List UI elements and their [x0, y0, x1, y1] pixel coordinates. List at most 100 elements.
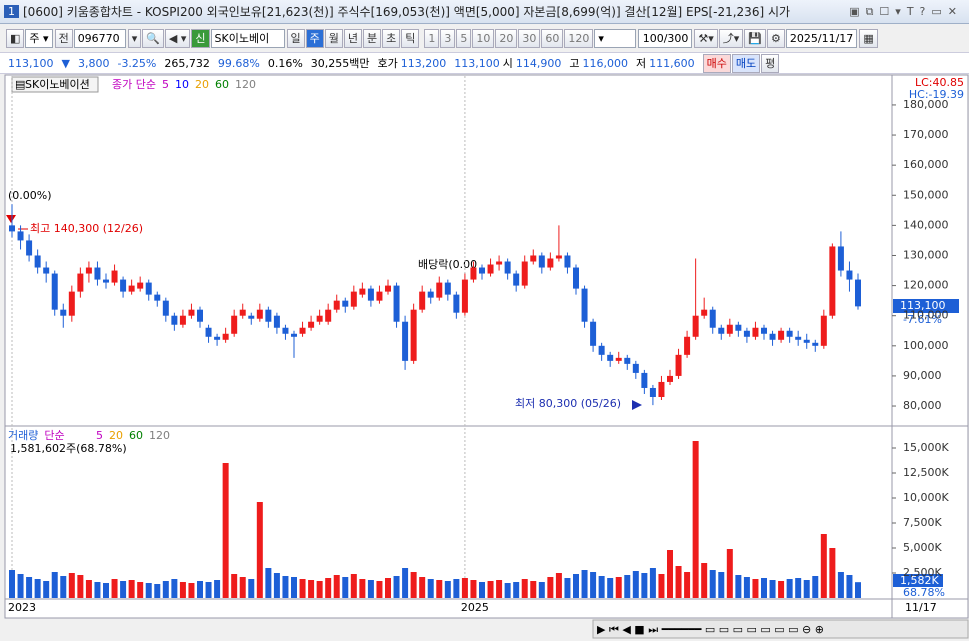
- volume-bar: [154, 584, 161, 598]
- ma-label: 종가 단순: [112, 78, 156, 91]
- interval-button[interactable]: 1: [424, 28, 440, 48]
- volume-bar: [410, 572, 417, 598]
- sound-button[interactable]: ◀ ▾: [164, 28, 191, 48]
- prev-button[interactable]: 전: [54, 28, 73, 48]
- volume-bar: [530, 581, 537, 598]
- volume-bar: [607, 578, 614, 598]
- period-button[interactable]: 틱: [401, 28, 420, 48]
- scroll-controls[interactable]: ▶ ⏮ ◀ ■ ⏭ ━━━━━━ ▭ ▭ ▭ ▭ ▭ ▭ ▭ ⊖ ⊕: [597, 623, 824, 636]
- period-button[interactable]: 일: [286, 28, 305, 48]
- scroll-bar[interactable]: [592, 619, 969, 639]
- period-button[interactable]: 주: [305, 28, 324, 48]
- volume-bar: [333, 575, 340, 598]
- volume-bar: [171, 579, 178, 598]
- interval-button[interactable]: 10: [472, 28, 495, 48]
- volume-bar: [504, 583, 511, 598]
- period-button[interactable]: 분: [363, 28, 382, 48]
- calendar-button[interactable]: ▦: [859, 28, 878, 48]
- bar-count[interactable]: 100/300: [638, 28, 693, 48]
- low: 111,600: [649, 56, 695, 70]
- ma-period: 5: [162, 78, 169, 91]
- period-button[interactable]: 년: [343, 28, 363, 48]
- candle-body: [846, 270, 853, 280]
- tool-button[interactable]: ⚒▾: [694, 28, 718, 48]
- candle-body: [632, 363, 639, 373]
- interval-buttons: 1 3 5 10 20 30 60 120: [424, 28, 594, 48]
- volume-bar: [778, 581, 785, 598]
- bid: 113,100: [454, 56, 500, 70]
- candle-body: [607, 354, 614, 361]
- volume-bar: [837, 572, 844, 598]
- volume: 265,732: [164, 56, 210, 70]
- candle-body: [239, 309, 246, 316]
- candle-body: [573, 267, 579, 289]
- candle-body: [624, 357, 631, 364]
- y-tick-label: 150,000: [903, 188, 949, 201]
- candle-body: [231, 315, 238, 334]
- window-controls[interactable]: ▣⧉☐▾T?▭✕: [849, 4, 963, 18]
- volume-rate: 99.68%: [217, 56, 260, 70]
- y-tick-label: 7,500K: [903, 516, 942, 529]
- interval-button[interactable]: 5: [456, 28, 472, 48]
- y-tick-label: 5,000K: [903, 541, 942, 554]
- candle-body: [479, 267, 485, 274]
- period-button[interactable]: 초: [382, 28, 401, 48]
- sell-button[interactable]: 매도: [731, 53, 761, 73]
- code-input[interactable]: 096770: [73, 28, 126, 48]
- interval-select[interactable]: ▾: [594, 28, 637, 48]
- volume-bar: [461, 578, 468, 598]
- draw-button[interactable]: ⤴▾: [718, 28, 744, 48]
- y-tick-label: 12,500K: [903, 466, 949, 479]
- volume-ma-label: 단순: [44, 429, 64, 442]
- volume-bar: [675, 566, 682, 598]
- candle-body: [701, 309, 708, 316]
- candle-body: [325, 309, 332, 322]
- volume-bar: [197, 581, 203, 598]
- y-tick-label: 2,500K: [903, 566, 942, 579]
- date-input[interactable]: 2025/11/17: [785, 28, 858, 48]
- volume-bar: [667, 550, 673, 598]
- high-note: 최고 140,300 (12/26): [30, 222, 143, 235]
- candle-body: [291, 333, 297, 337]
- volume-bar: [85, 580, 92, 598]
- candle-body: [752, 327, 759, 337]
- ask-label: 호가: [377, 57, 398, 70]
- settings-button[interactable]: ⚙: [767, 28, 785, 48]
- interval-button[interactable]: 60: [541, 28, 564, 48]
- volume-bar: [684, 572, 691, 598]
- save-button[interactable]: 💾: [744, 28, 767, 48]
- candle-body: [402, 321, 409, 361]
- volume-bar: [496, 580, 503, 598]
- volume-bar: [786, 579, 793, 598]
- search-button[interactable]: 🔍: [142, 28, 164, 48]
- interval-button[interactable]: 120: [564, 28, 594, 48]
- buy-button[interactable]: 매수: [702, 53, 731, 73]
- candle-body: [179, 315, 186, 325]
- eval-button[interactable]: 평: [761, 53, 780, 73]
- code-dropdown[interactable]: ▾: [127, 28, 142, 48]
- period-button[interactable]: 월: [324, 28, 343, 48]
- volume-bar: [444, 581, 451, 598]
- interval-button[interactable]: 30: [518, 28, 541, 48]
- candle-body: [829, 246, 836, 316]
- candle-body: [547, 258, 554, 268]
- candle-body: [34, 255, 41, 268]
- volume-bar: [555, 573, 562, 598]
- volume-bar: [17, 574, 24, 598]
- candle-body: [581, 288, 588, 322]
- open-label: 시: [502, 57, 513, 70]
- unit-select[interactable]: 주 ▾: [25, 28, 53, 48]
- volume-bar: [60, 576, 67, 598]
- layout-button[interactable]: ◧: [6, 28, 25, 48]
- interval-button[interactable]: 20: [495, 28, 518, 48]
- candle-body: [692, 315, 699, 337]
- volume-bar: [239, 577, 246, 598]
- candle-body: [778, 330, 785, 340]
- interval-button[interactable]: 3: [440, 28, 456, 48]
- candle-body: [795, 336, 802, 340]
- ask: 113,200: [400, 56, 447, 70]
- candle-body: [26, 240, 33, 256]
- panel-icon: ▤: [15, 78, 25, 91]
- candle-body: [769, 333, 776, 340]
